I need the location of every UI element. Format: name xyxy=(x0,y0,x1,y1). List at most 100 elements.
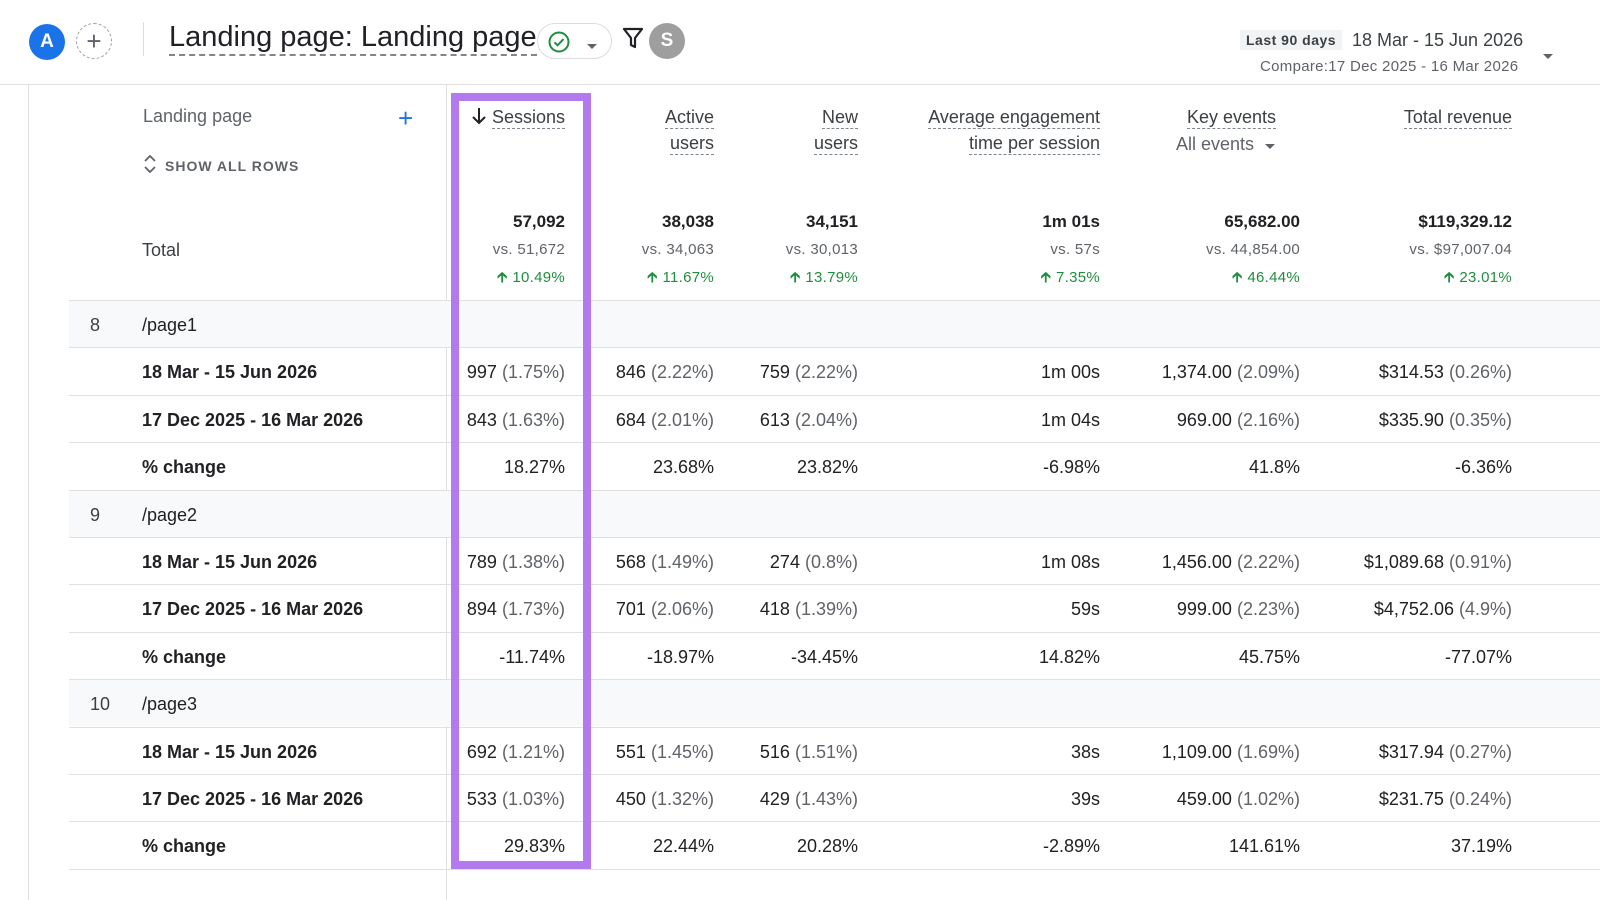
table-row[interactable]: 18 Mar - 15 Jun 2026 692 (1.21%) 551 (1.45… xyxy=(69,726,1600,774)
add-dimension-icon[interactable]: + xyxy=(398,103,414,133)
table-row[interactable]: 18 Mar - 15 Jun 2026 997 (1.75%) 846 (2.22… xyxy=(69,347,1600,394)
metric-value: 613 xyxy=(759,409,790,430)
total-change: 🡱 10.49% xyxy=(497,267,565,292)
metric-cell: 843 (1.63%) xyxy=(467,410,565,431)
metric-cell: 999.00 (2.23%) xyxy=(1177,599,1300,620)
column-header-sessions[interactable]: Sessions xyxy=(472,104,565,132)
status-dropdown[interactable] xyxy=(537,23,612,59)
metric-value: $231.75 xyxy=(1378,789,1444,809)
metric-value: -18.97% xyxy=(646,646,714,667)
metric-value: $335.90 xyxy=(1378,409,1444,430)
metric-value: 533 xyxy=(466,789,497,809)
metric-cell: 1m 04s xyxy=(1041,410,1100,431)
table-row-group[interactable]: 10/page3 xyxy=(69,679,1600,727)
comparison-avatar-a[interactable]: A xyxy=(29,24,65,60)
compare-range[interactable]: Compare:17 Dec 2025 - 16 Mar 2026 xyxy=(1260,58,1519,75)
total-change-value: 46.44% xyxy=(1247,269,1300,286)
total-change: 🡱 11.67% xyxy=(647,267,714,292)
metric-value: 20.28% xyxy=(796,836,858,857)
table-row[interactable]: % change -11.74% -18.97% -34.45% 14.82% 45.75… xyxy=(69,631,1600,679)
metric-percent-of-total: (1.32%) xyxy=(650,789,714,809)
row-index: 9 xyxy=(90,504,101,525)
panel-border xyxy=(28,85,29,900)
column-header-total-revenue[interactable]: Total revenue xyxy=(1403,104,1512,130)
filter-icon[interactable] xyxy=(622,27,644,56)
metric-value: 516 xyxy=(759,741,790,762)
column-header-label: Sessions xyxy=(491,107,565,129)
metric-value: 429 xyxy=(759,789,790,809)
row-index: 8 xyxy=(90,315,101,335)
metric-cell: 450 (1.32%) xyxy=(616,789,714,810)
row-label: % change xyxy=(142,457,227,478)
table-row-group[interactable]: 9/page2 xyxy=(69,489,1600,537)
table-row[interactable]: 17 Dec 2025 - 16 Mar 2026 843 (1.63%) 684 … xyxy=(69,394,1600,442)
row-label: 18 Mar - 15 Jun 2026 xyxy=(142,362,318,383)
metric-value: 692 xyxy=(466,741,497,762)
metric-percent-of-total: (1.73%) xyxy=(501,599,565,620)
total-change-value: 23.01% xyxy=(1459,269,1512,286)
metric-percent-of-total: (2.04%) xyxy=(794,409,858,430)
metric-cell: $1,089.68 (0.91%) xyxy=(1364,552,1512,573)
total-change-value: 13.79% xyxy=(805,269,858,286)
show-all-rows-toggle[interactable]: SHOW ALL ROWS xyxy=(143,154,299,177)
metric-cell: -2.89% xyxy=(1043,836,1100,857)
metric-percent-of-total: (1.63%) xyxy=(501,409,565,430)
metric-percent-of-total: (1.43%) xyxy=(794,789,858,809)
table-row[interactable]: 17 Dec 2025 - 16 Mar 2026 894 (1.73%) 701 … xyxy=(69,584,1600,631)
page-title[interactable]: Landing page: Landing page xyxy=(169,20,537,56)
metric-value: 894 xyxy=(466,599,497,620)
user-avatar-s[interactable]: S xyxy=(649,23,685,59)
table-row[interactable]: 18 Mar - 15 Jun 2026 789 (1.38%) 568 (1.49… xyxy=(69,537,1600,584)
metric-cell: 551 (1.45%) xyxy=(616,742,714,763)
arrow-up-icon: 🡱 xyxy=(1040,269,1052,286)
metric-cell: 533 (1.03%) xyxy=(467,789,565,810)
table-row[interactable]: % change 29.83% 22.44% 20.28% -2.89% 141.61% 3… xyxy=(69,821,1600,868)
metric-value: 1,456.00 xyxy=(1161,552,1232,572)
metric-cell: 429 (1.43%) xyxy=(760,789,858,810)
dimension-header[interactable]: Landing page xyxy=(143,106,253,126)
metric-value: 1m 08s xyxy=(1040,552,1100,572)
metric-value: 38s xyxy=(1070,741,1100,762)
metric-cell: 969.00 (2.16%) xyxy=(1177,410,1300,431)
date-range[interactable]: 18 Mar - 15 Jun 2026 xyxy=(1352,30,1524,50)
divider xyxy=(143,22,144,56)
metric-cell: 692 (1.21%) xyxy=(467,742,565,763)
column-header-avg-engagement[interactable]: Average engagement time per session xyxy=(928,104,1100,156)
chevron-down-icon xyxy=(1264,135,1276,156)
metric-cell: 59s xyxy=(1071,599,1100,620)
date-preset-label[interactable]: Last 90 days xyxy=(1240,30,1343,50)
metric-cell: 1,109.00 (1.69%) xyxy=(1162,742,1300,763)
total-value: 1m 01s xyxy=(1042,212,1100,231)
add-comparison-button[interactable]: + xyxy=(76,23,112,59)
key-events-selector[interactable]: All events xyxy=(1176,134,1276,156)
table-row[interactable]: 17 Dec 2025 - 16 Mar 2026 533 (1.03%) 450 … xyxy=(69,774,1600,821)
metric-cell: 1,456.00 (2.22%) xyxy=(1162,552,1300,573)
total-change-value: 10.49% xyxy=(512,269,565,286)
metric-cell: 701 (2.06%) xyxy=(616,599,714,620)
metric-value: 23.82% xyxy=(796,457,858,478)
metric-cell: 23.68% xyxy=(653,457,714,478)
table-row[interactable]: % change 18.27% 23.68% 23.82% -6.98% 41.8% -6.… xyxy=(69,442,1600,489)
metric-value: -6.98% xyxy=(1042,457,1100,478)
metric-percent-of-total: (0.91%) xyxy=(1448,552,1512,572)
metric-cell: 789 (1.38%) xyxy=(467,552,565,573)
metric-value: 29.83% xyxy=(503,836,565,857)
table-row-group[interactable]: 8/page1 xyxy=(69,300,1600,347)
metric-cell: -6.98% xyxy=(1043,457,1100,478)
metric-cell: $231.75 (0.24%) xyxy=(1379,789,1512,810)
column-header-active-users[interactable]: Active users xyxy=(664,104,714,156)
metric-value: 1m 04s xyxy=(1040,409,1100,430)
metric-cell: 1m 08s xyxy=(1041,552,1100,573)
metric-cell: 1m 00s xyxy=(1041,362,1100,383)
metric-value: 1,374.00 xyxy=(1161,362,1232,383)
metric-percent-of-total: (1.69%) xyxy=(1236,741,1300,762)
table-bottom-border xyxy=(69,869,1600,870)
metric-percent-of-total: (2.22%) xyxy=(650,362,714,383)
metric-cell: 516 (1.51%) xyxy=(760,742,858,763)
column-header-new-users[interactable]: New users xyxy=(813,104,858,156)
chevron-down-icon[interactable] xyxy=(1542,48,1554,66)
metric-value: 846 xyxy=(615,362,646,383)
metric-percent-of-total: (0.8%) xyxy=(804,552,858,572)
metric-percent-of-total: (2.06%) xyxy=(650,599,714,620)
column-header-key-events[interactable]: Key events xyxy=(1186,104,1276,130)
